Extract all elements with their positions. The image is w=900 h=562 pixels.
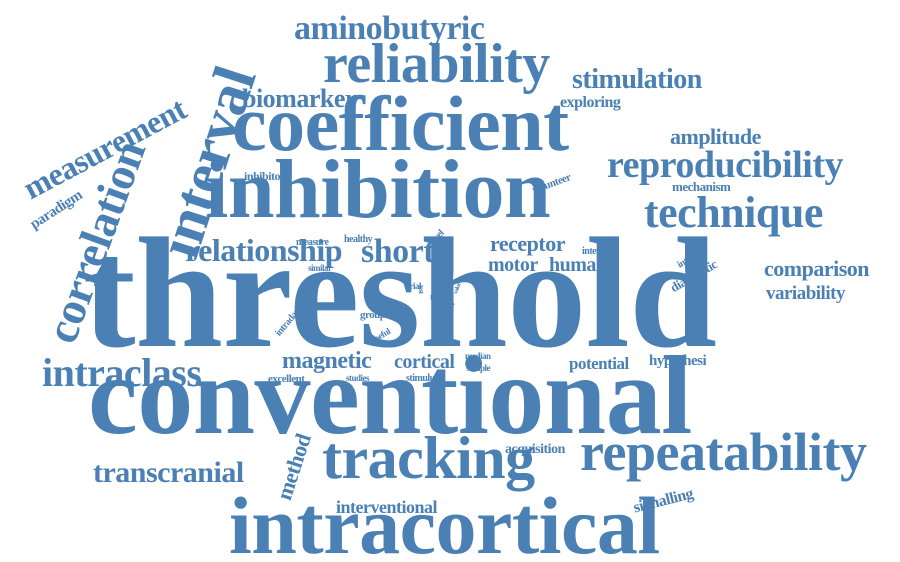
word-stimulus: stimulus: [406, 373, 439, 384]
word-trial: trial: [407, 281, 422, 291]
word-cortical: cortical: [394, 351, 455, 373]
word-reproducibility: reproducibility: [607, 144, 844, 186]
word-inhibition: inhibition: [205, 143, 551, 236]
word-tracking: tracking: [322, 425, 535, 491]
word-test: test: [417, 285, 425, 294]
word-biomarker: biomarker: [242, 84, 356, 113]
word-median: median: [465, 351, 491, 361]
word-threshold: threshold: [83, 206, 717, 381]
word-reliability: reliability: [323, 33, 550, 95]
word-mechanism: mechanism: [672, 179, 731, 194]
word-time: time: [430, 292, 446, 302]
word-studies: studies: [346, 373, 370, 383]
word-potential: potential: [569, 354, 629, 373]
word-similar: similar: [308, 263, 332, 273]
word-sample: sample: [466, 363, 491, 373]
word-stimulation: stimulation: [572, 64, 702, 95]
word-interventional: interventional: [336, 497, 438, 517]
word-magnetic: magnetic: [282, 348, 372, 374]
word-intracortical: intracortical: [229, 480, 660, 562]
word-amplitude: amplitude: [670, 124, 761, 149]
word-inhibitory: inhibitory: [244, 169, 291, 183]
word-dose: dose: [439, 278, 447, 290]
word-human: human: [549, 254, 607, 276]
word-healthy: healthy: [344, 234, 373, 245]
word-hypothesi: hypothesi: [649, 353, 707, 369]
word-comparison: comparison: [764, 256, 870, 281]
word-acquisition: acquisition: [505, 442, 565, 457]
word-intensity: intensity: [582, 246, 615, 257]
word-technique: technique: [644, 188, 823, 237]
word-aminobutyric: aminobutyric: [294, 10, 485, 47]
word-motor: motor: [488, 254, 538, 276]
word-receptor: receptor: [490, 231, 566, 256]
word-intraclass: intraclass: [42, 350, 202, 395]
word-group: group: [360, 309, 386, 321]
word-exploring: exploring: [560, 94, 621, 111]
word-excellent: excellent: [268, 373, 305, 385]
word-measure: measure: [296, 237, 329, 248]
word-short: short: [361, 233, 435, 270]
word-coefficient: coefficient: [232, 80, 569, 167]
word-variability: variability: [766, 283, 845, 304]
word-conventional: conventional: [88, 334, 692, 458]
word-relationship: relationship: [185, 232, 343, 268]
word-range: range: [437, 300, 455, 309]
word-transcranial: transcranial: [93, 456, 244, 489]
word-repeatability: repeatability: [580, 422, 867, 482]
